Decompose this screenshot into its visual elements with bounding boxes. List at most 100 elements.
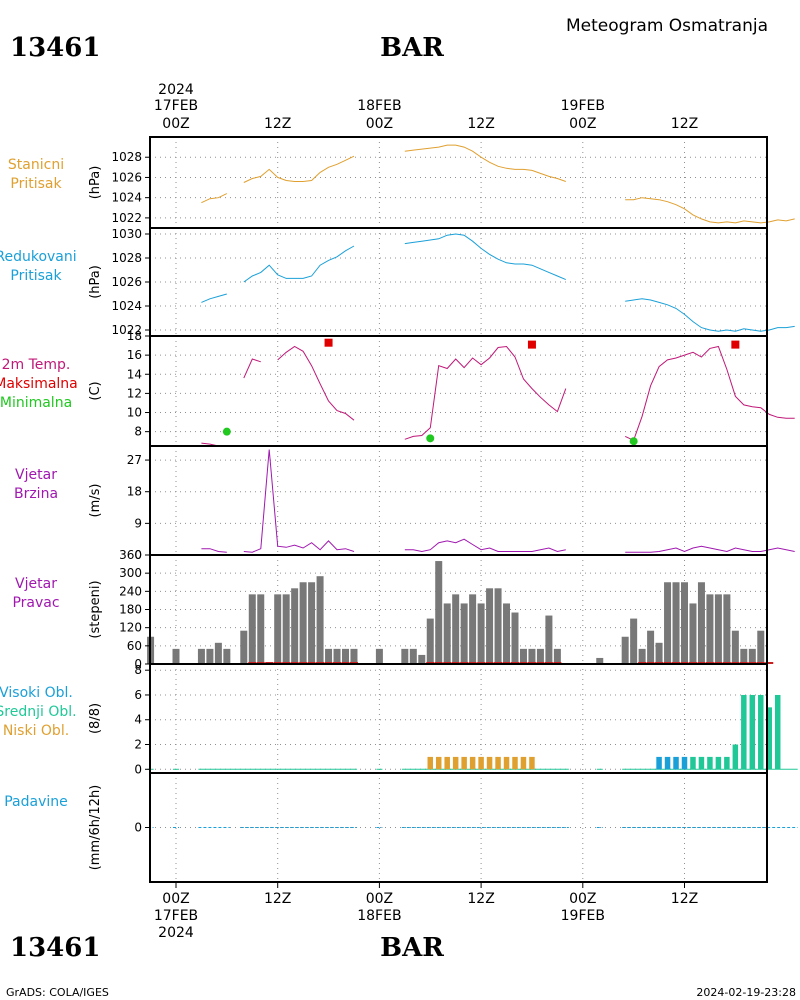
wind-direction-bar	[469, 594, 477, 664]
mid-cloud-bar	[715, 756, 722, 770]
low-cloud-bar	[444, 756, 450, 770]
panel-label: 2m Temp.	[2, 357, 71, 373]
mid-cloud-bar	[690, 756, 696, 770]
top-axis-hour: 00Z	[569, 116, 596, 132]
wind-direction-bar	[664, 582, 672, 664]
wind-direction-bar	[672, 582, 680, 664]
low-cloud-bar	[427, 756, 433, 770]
low-cloud-bar	[452, 756, 459, 770]
wind-direction-bar	[197, 648, 205, 664]
temperature-line	[277, 345, 355, 421]
panel-unit-label: (hPa)	[88, 265, 103, 299]
station-id-bottom: 13461	[10, 933, 100, 963]
footer-timestamp: 2024-02-19-23:28	[696, 986, 796, 999]
mid-cloud-bar	[724, 756, 730, 770]
tmin-marker	[629, 437, 638, 446]
wind-direction-bar	[528, 648, 536, 664]
reduced_pressure-line	[201, 293, 227, 303]
tmax-marker	[527, 340, 536, 349]
wind-direction-bar	[519, 648, 527, 664]
panel-unit-label: (8/8)	[88, 703, 103, 734]
y-tick-label: 240	[119, 584, 142, 598]
wind-direction-bar	[697, 582, 705, 664]
tmin-marker	[222, 427, 231, 436]
y-tick-label: 1028	[111, 251, 142, 265]
panel-label: Maksimalna	[0, 376, 78, 392]
page-subtitle: Meteogram Osmatranja	[566, 16, 768, 36]
panel-unit-label: (C)	[88, 381, 103, 400]
y-tick-label: 18	[127, 485, 142, 499]
wind-direction-bar	[621, 636, 629, 664]
wind-direction-bar	[401, 648, 409, 664]
station-id-top: 13461	[10, 33, 100, 63]
bottom-axis-hour: 12Z	[671, 891, 698, 907]
y-tick-label: 4	[134, 713, 142, 727]
wind-direction-bar	[214, 642, 222, 664]
wind-direction-bar	[418, 654, 426, 664]
high-cloud-bar	[681, 756, 688, 770]
top-axis-year: 2024	[158, 82, 194, 98]
bottom-axis-date: 18FEB	[357, 908, 401, 924]
wind_speed-line	[243, 449, 355, 553]
wind-direction-bar	[511, 612, 519, 664]
station_pressure-line	[243, 155, 355, 183]
wind_speed-line	[201, 548, 227, 553]
low-cloud-bar	[461, 756, 467, 770]
wind-direction-bar	[596, 657, 604, 664]
panel-label: Pritisak	[10, 268, 62, 284]
top-axis-hour: 00Z	[366, 116, 393, 132]
footer-credit: GrADS: COLA/IGES	[6, 986, 109, 999]
y-tick-label: 10	[127, 406, 142, 420]
panel-frame	[149, 663, 768, 774]
station-name-top: BAR	[380, 33, 444, 63]
wind-direction-bar	[706, 594, 714, 664]
wind-direction-bar	[452, 594, 460, 664]
bottom-axis-date: 19FEB	[561, 908, 605, 924]
y-tick-label: 1024	[111, 299, 142, 313]
panel-unit-label: (mm/6h/12h)	[88, 785, 103, 871]
wind-direction-bar	[291, 588, 299, 664]
panel-label: Srednji Obl.	[0, 704, 77, 720]
wind-direction-bar	[426, 618, 434, 664]
wind-direction-bar	[333, 648, 341, 664]
temperature-line	[243, 358, 261, 379]
y-tick-label: 300	[119, 566, 142, 580]
mid-cloud-bar	[732, 744, 739, 770]
bottom-axis-hour: 12Z	[264, 891, 291, 907]
wind-direction-bar	[308, 582, 316, 664]
y-tick-label: 9	[134, 516, 142, 530]
panel-frame	[149, 136, 768, 229]
bottom-axis-hour: 00Z	[366, 891, 393, 907]
wind-direction-bar	[375, 648, 383, 664]
high-cloud-bar	[664, 756, 671, 770]
top-axis-date: 17FEB	[154, 98, 198, 114]
wind-direction-bar	[647, 630, 655, 664]
wind-direction-bar	[723, 594, 731, 664]
wind-direction-bar	[655, 642, 663, 664]
bottom-axis-year: 2024	[158, 925, 194, 941]
wind-direction-bar	[536, 648, 544, 664]
y-tick-label: 1026	[111, 275, 142, 289]
wind_speed-line	[404, 538, 566, 553]
y-tick-label: 1028	[111, 150, 142, 164]
panel-frame	[149, 445, 768, 556]
y-tick-label: 8	[134, 425, 142, 439]
panel-label: Visoki Obl.	[0, 685, 73, 701]
wind-direction-bar	[240, 630, 248, 664]
top-axis-date: 19FEB	[561, 98, 605, 114]
wind-direction-bar	[486, 588, 494, 664]
wind-direction-bar	[342, 648, 349, 664]
low-cloud-bar	[478, 756, 484, 770]
y-tick-label: 0	[134, 548, 142, 562]
wind_speed-line	[625, 545, 795, 553]
y-tick-label: 1026	[111, 170, 142, 184]
wind-direction-bar	[681, 582, 688, 664]
wind-direction-bar	[714, 594, 722, 664]
wind-direction-bar	[630, 618, 638, 664]
low-cloud-bar	[520, 756, 527, 770]
panel-unit-label: (m/s)	[88, 484, 103, 518]
tmax-marker	[731, 340, 740, 349]
wind-direction-bar	[316, 576, 324, 664]
y-tick-label: 120	[119, 621, 142, 635]
wind-direction-bar	[223, 648, 231, 664]
